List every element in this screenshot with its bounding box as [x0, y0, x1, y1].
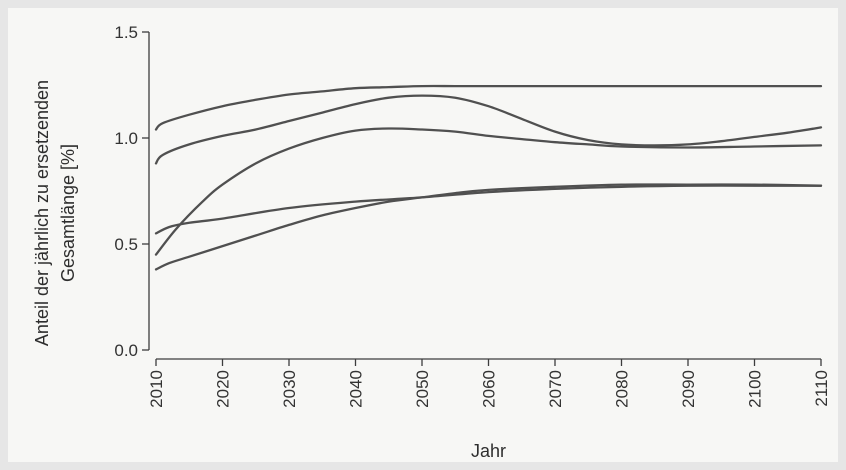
- series-line-3: [154, 127, 823, 256]
- y-tick-label: 1.0: [114, 129, 138, 148]
- series-line-5: [154, 183, 823, 271]
- y-tick-label: 1.5: [114, 23, 138, 42]
- x-tick-label: 2080: [613, 370, 632, 408]
- y-axis-title-line-1: Anteil der jährlich zu ersetzenden: [32, 80, 52, 346]
- line-chart: 0.0 0.5 1.0 1.5 2010 2020 2030 2040 2050 2060 207…: [32, 23, 831, 461]
- y-tick-label: 0.5: [114, 235, 138, 254]
- y-axis-ticks: 0.0 0.5 1.0 1.5: [114, 23, 149, 360]
- series-line-2: [154, 94, 823, 165]
- axes: [148, 32, 821, 360]
- x-tick-label: 2060: [480, 370, 499, 408]
- series-line-4: [154, 184, 823, 235]
- x-axis-title: Jahr: [471, 441, 506, 461]
- x-tick-label: 2110: [812, 370, 831, 407]
- y-axis-title-line-2: Gesamtlänge [%]: [58, 144, 78, 282]
- series-group: [154, 84, 823, 271]
- x-tick-label: 2030: [280, 370, 299, 408]
- y-tick-label: 0.0: [114, 341, 138, 360]
- x-tick-label: 2070: [546, 370, 565, 408]
- series-line-1: [154, 84, 823, 131]
- x-tick-label: 2100: [746, 370, 765, 408]
- x-tick-label: 2040: [347, 370, 366, 408]
- chart-frame: 0.0 0.5 1.0 1.5 2010 2020 2030 2040 2050 2060 207…: [8, 8, 838, 462]
- x-tick-label: 2050: [413, 370, 432, 408]
- x-axis-ticks: 2010 2020 2030 2040 2050 2060 2070 2080 2090 2100…: [147, 359, 831, 408]
- x-tick-label: 2090: [679, 370, 698, 408]
- x-tick-label: 2010: [147, 370, 166, 408]
- x-tick-label: 2020: [214, 370, 233, 408]
